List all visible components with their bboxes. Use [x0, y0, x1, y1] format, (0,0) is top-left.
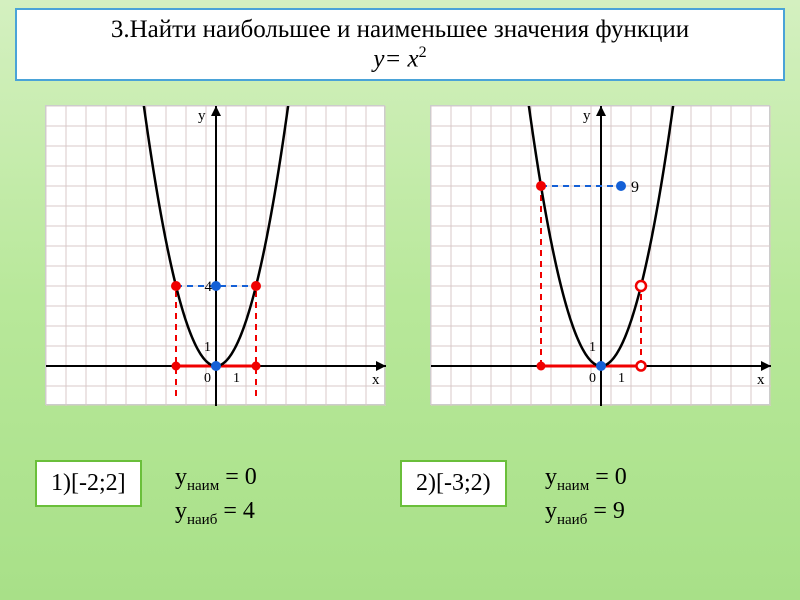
result-2-min: унаим = 0 — [545, 462, 627, 496]
title-box: 3.Найти наибольшее и наименьшее значения… — [15, 8, 785, 81]
chart-right-svg: y x 0 1 1 9 — [431, 106, 771, 406]
interval-box-1: 1)[-2;2] — [35, 460, 142, 507]
svg-text:4: 4 — [205, 279, 213, 295]
svg-text:x: x — [757, 372, 765, 388]
result-2: унаим = 0 унаиб = 9 — [545, 462, 627, 529]
result-2-max: унаиб = 9 — [545, 496, 627, 530]
chart-right: y x 0 1 1 9 — [430, 105, 770, 405]
interval-2-label: 2)[-3;2) — [416, 470, 491, 496]
interval-box-2: 2)[-3;2) — [400, 460, 507, 507]
svg-text:9: 9 — [631, 179, 639, 196]
svg-text:x: x — [372, 372, 380, 388]
title-eq: y= x — [373, 45, 418, 72]
svg-text:1: 1 — [589, 340, 596, 355]
title-line1: 3.Найти наибольшее и наименьшее значения… — [27, 16, 773, 44]
result-1: унаим = 0 унаиб = 4 — [175, 462, 257, 529]
title-exp: 2 — [419, 44, 427, 61]
chart-left-svg: y x 0 1 1 4 — [46, 106, 386, 406]
result-1-min: унаим = 0 — [175, 462, 257, 496]
chart-left: y x 0 1 1 4 — [45, 105, 385, 405]
svg-text:0: 0 — [204, 371, 211, 386]
svg-text:1: 1 — [618, 371, 625, 386]
result-1-max: унаиб = 4 — [175, 496, 257, 530]
interval-1-label: 1)[-2;2] — [51, 470, 126, 496]
svg-text:y: y — [583, 108, 591, 124]
svg-text:1: 1 — [233, 371, 240, 386]
svg-text:0: 0 — [589, 371, 596, 386]
title-line2: y= x2 — [27, 44, 773, 73]
svg-text:y: y — [198, 108, 206, 124]
svg-text:1: 1 — [204, 340, 211, 355]
